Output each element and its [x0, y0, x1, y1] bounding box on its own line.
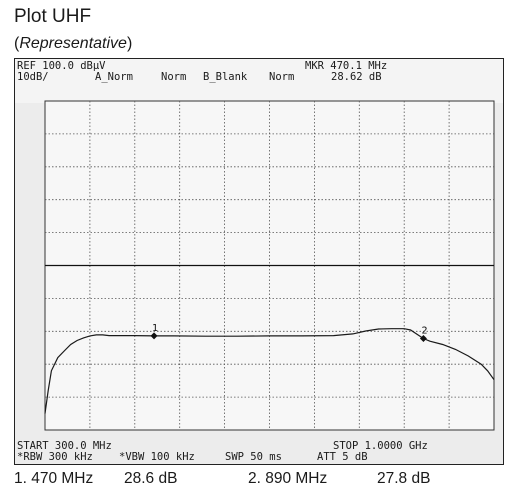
trace-a-norm: Norm — [161, 71, 187, 83]
marker-2-level: 27.8 dB — [377, 470, 431, 487]
marker-1-level: 28.6 dB — [124, 470, 178, 487]
ref-level-readout: REF 100.0 dBµV — [17, 60, 106, 72]
subtitle-italic: Representative — [19, 35, 127, 52]
start-frequency: START 300.0 MHz — [17, 440, 112, 452]
vbw-readout: *VBW 100 kHz — [119, 451, 195, 463]
marker-2-diamond — [419, 335, 427, 343]
marker-1-frequency: 1. 470 MHz — [14, 470, 94, 487]
marker-2-frequency: 2. 890 MHz — [248, 470, 328, 487]
marker-2-label: 2 — [421, 326, 427, 337]
marker-1-label: 1 — [152, 323, 158, 334]
spectrum-analyzer-screen: REF 100.0 dBµV 10dB/ A_Norm Norm B_Blank… — [14, 58, 504, 465]
stop-frequency: STOP 1.0000 GHz — [333, 440, 428, 452]
scale-readout: 10dB/ — [17, 71, 49, 83]
marker-level-readout: 28.62 dB — [331, 71, 382, 83]
trace-b-mode: B_Blank — [203, 71, 248, 83]
spectrum-trace — [44, 328, 495, 414]
trace-a-mode: A_Norm — [95, 71, 133, 83]
subtitle-close: ) — [126, 35, 133, 52]
rbw-readout: *RBW 300 kHz — [17, 451, 93, 463]
analyzer-header-area — [15, 59, 503, 103]
attenuation-readout: ATT 5 dB — [317, 451, 368, 463]
subtitle-open: ( — [14, 35, 20, 52]
marker-1-diamond — [150, 332, 158, 340]
plot-title: Plot UHF — [14, 6, 92, 27]
plot-subtitle: (Representative) — [14, 35, 132, 53]
marker-frequency-readout: MKR 470.1 MHz — [305, 60, 388, 72]
sweep-readout: SWP 50 ms — [225, 451, 282, 463]
trace-b-norm: Norm — [269, 71, 295, 83]
